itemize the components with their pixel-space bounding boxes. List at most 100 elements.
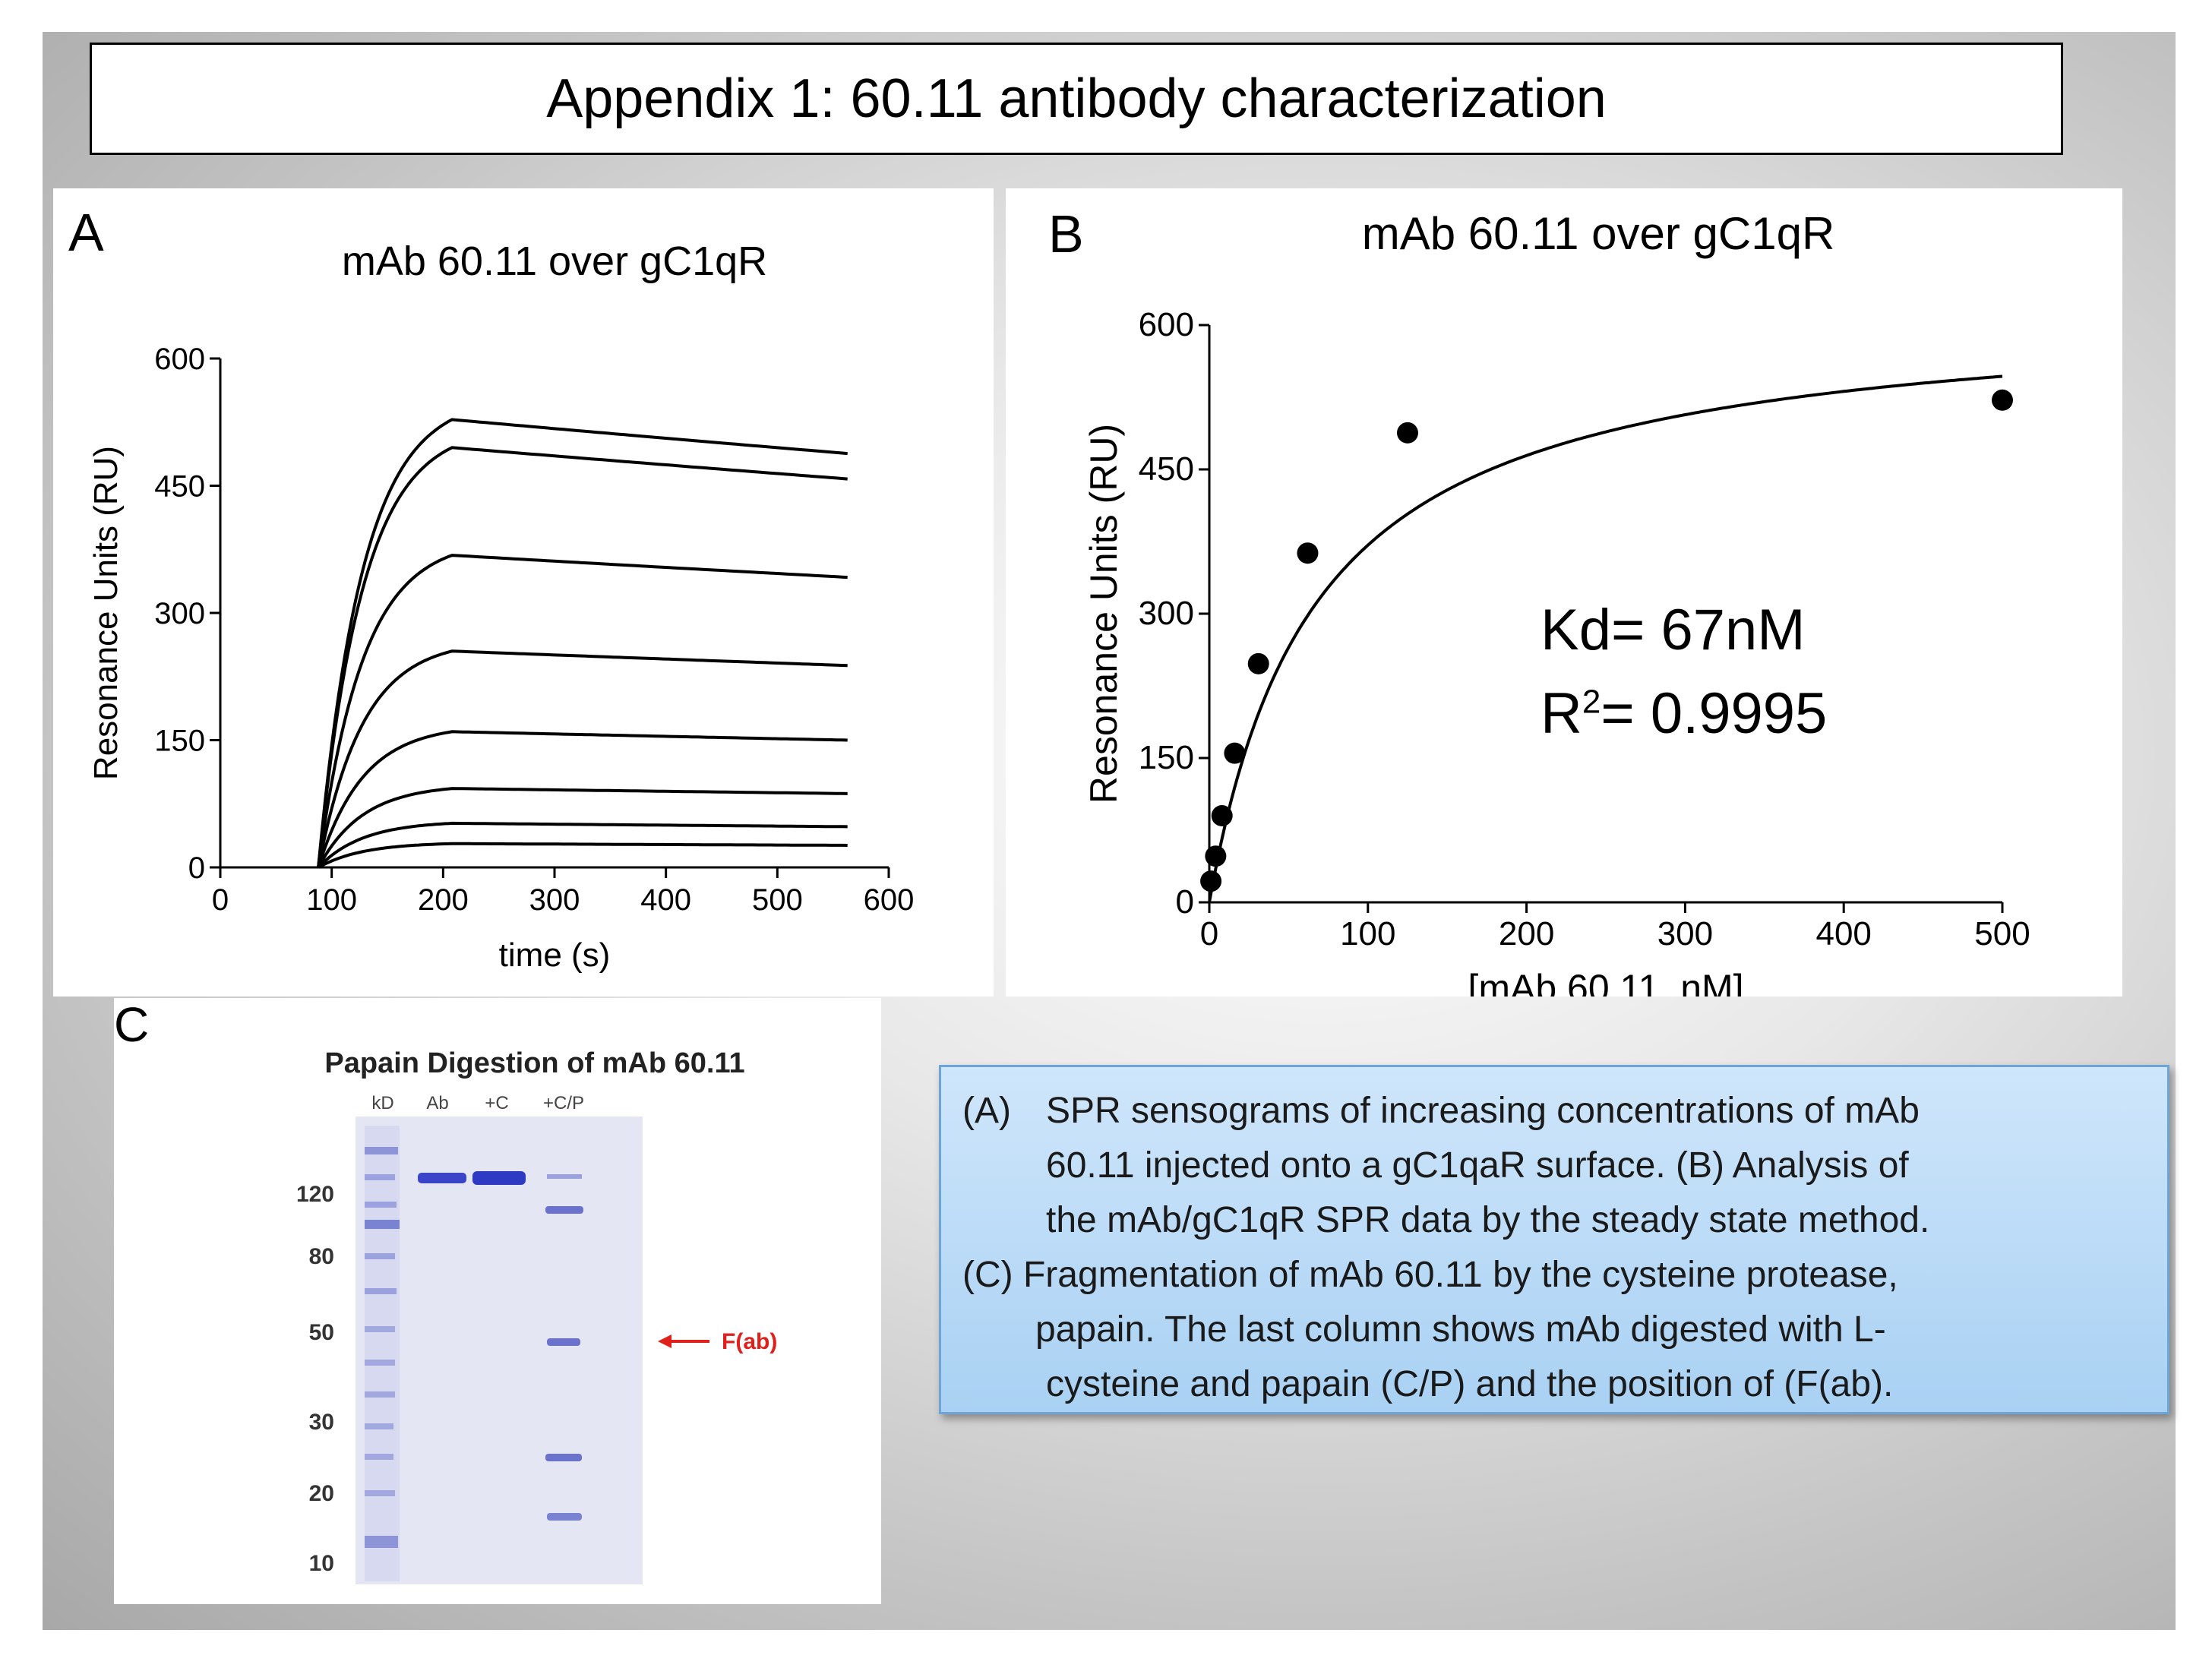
sensogram-curve-1: [317, 418, 848, 868]
chart-a-y-tick-label: 450: [154, 470, 205, 504]
sensogram-curve-4: [317, 649, 848, 868]
gel-lane-label-cp: +C/P: [543, 1093, 584, 1113]
panel-b: B mAb 60.11 over gC1qR 0 150 300 450 600 0 100 2…: [1006, 188, 2122, 997]
sensogram-curve-6: [317, 787, 848, 868]
slide-background: Appendix 1: 60.11 antibody characterizat…: [43, 32, 2176, 1630]
chart-b-x-tick-label: 400: [1815, 915, 1871, 952]
caption-a-line-2: 60.11 injected onto a gC1qaR surface. (B…: [1046, 1145, 1909, 1186]
caption-box: (A) SPR sensograms of increasing concentr…: [939, 1065, 2169, 1414]
ladder-band: [365, 1490, 395, 1496]
gel-lane-label-kd: kD: [371, 1093, 393, 1113]
data-point: [1992, 389, 2013, 411]
fab-arrow-label: F(ab): [722, 1329, 777, 1354]
gel-marker-120: 120: [296, 1182, 334, 1207]
panel-a-letter: A: [68, 203, 104, 262]
sensogram-chart: mAb 60.11 over gC1qR 0 150 300 450 600 0 100 200…: [87, 238, 915, 974]
gel-marker-10: 10: [309, 1551, 334, 1576]
data-point: [1211, 805, 1233, 826]
chart-a-x-tick-label: 500: [752, 883, 803, 917]
binding-curve-chart: mAb 60.11 over gC1qR 0 150 300 450 600 0 100 200…: [1082, 208, 2030, 997]
chart-b-x-tick-label: 0: [1200, 915, 1218, 952]
gel-image: Papain Digestion of mAb 60.11 kD Ab +C +…: [296, 1047, 777, 1584]
caption-a-label: (A): [962, 1091, 1011, 1131]
panel-a: A mAb 60.11 over gC1qR 0 150 300 450 600 0 100 2…: [53, 188, 994, 997]
fab-arrow-head: [658, 1334, 672, 1348]
chart-a-x-tick-label: 600: [864, 883, 915, 917]
data-point: [1247, 652, 1269, 674]
panel-c: C Papain Digestion of mAb 60.11 kD Ab +C…: [114, 997, 881, 1604]
chart-b-x-label: [mAb 60.11, nM]: [1468, 967, 1743, 997]
sensogram-curve-2: [317, 446, 848, 868]
chart-b-y-tick-label: 450: [1139, 450, 1194, 488]
chart-a-y-tick-label: 300: [154, 597, 205, 630]
band-c-heavy: [472, 1171, 526, 1185]
gel-lane-label-c: +C: [485, 1093, 508, 1113]
chart-a-x-tick-label: 0: [212, 883, 229, 917]
chart-b-y-label: Resonance Units (RU): [1082, 424, 1125, 804]
panel-b-letter: B: [1048, 204, 1084, 264]
data-point: [1397, 422, 1418, 444]
ladder-band: [365, 1253, 395, 1259]
r2-superscript: 2: [1582, 683, 1601, 721]
chart-a-y-tick-label: 0: [188, 851, 205, 885]
gel-marker-50: 50: [309, 1320, 334, 1345]
kd-annotation: Kd= 67nM: [1540, 598, 1806, 662]
data-point: [1205, 845, 1227, 867]
caption-a-text-1: SPR sensograms of increasing concentrati…: [1046, 1091, 1920, 1131]
chart-b-y-tick-label: 0: [1176, 883, 1194, 921]
ladder-band: [365, 1454, 393, 1460]
caption-a-line-1: (A) SPR sensograms of increasing concentr…: [962, 1084, 2152, 1139]
caption-c-line-3: cysteine and papain (C/P) and the positi…: [1046, 1364, 1894, 1404]
chart-b-y-tick-label: 300: [1139, 595, 1194, 632]
chart-a-y-tick-label: 150: [154, 725, 205, 758]
gel-marker-30: 30: [309, 1410, 334, 1435]
ladder-smear: [365, 1126, 400, 1581]
r2-annotation: R2= 0.9995: [1540, 681, 1827, 747]
ladder-band: [365, 1536, 398, 1548]
chart-b-x-tick-label: 100: [1340, 915, 1395, 952]
caption-a-line-3: the mAb/gC1qR SPR data by the steady sta…: [1046, 1200, 1930, 1240]
ladder-band: [365, 1360, 395, 1366]
gel-title: Papain Digestion of mAb 60.11: [324, 1047, 744, 1079]
data-point: [1224, 742, 1246, 764]
chart-a-y-label: Resonance Units (RU): [87, 446, 125, 780]
band-cp-top: [547, 1174, 582, 1179]
data-point: [1200, 870, 1222, 892]
ladder-bands: [365, 1147, 400, 1548]
ladder-band: [365, 1202, 397, 1208]
sensogram-curve-8: [318, 842, 848, 869]
ladder-band: [365, 1423, 393, 1429]
panel-c-letter: C: [114, 997, 150, 1052]
band-cp-fab: [547, 1338, 580, 1346]
ladder-band: [365, 1326, 395, 1332]
chart-b-x-tick-label: 200: [1499, 915, 1554, 952]
sensogram-curve-5: [317, 730, 848, 868]
band-ab-heavy: [418, 1173, 466, 1183]
sensogram-curve-3: [317, 554, 848, 868]
chart-b-x-tick-label: 300: [1657, 915, 1713, 952]
gel-lane-label-ab: Ab: [426, 1093, 448, 1113]
ladder-band: [365, 1147, 398, 1154]
gel-marker-80: 80: [309, 1244, 334, 1269]
band-cp-30: [545, 1454, 582, 1461]
chart-a-x-tick-label: 200: [418, 883, 469, 917]
r2-prefix: R: [1540, 681, 1582, 746]
slide-title: Appendix 1: 60.11 antibody characterizat…: [90, 43, 2063, 155]
chart-b-y-tick-label: 150: [1139, 739, 1194, 776]
data-point: [1297, 542, 1319, 564]
fit-curve: [1208, 374, 2003, 903]
caption-c-line-1: (C) Fragmentation of mAb 60.11 by the cy…: [962, 1255, 1898, 1295]
chart-a-x-tick-label: 100: [306, 883, 357, 917]
gel-marker-20: 20: [309, 1481, 334, 1506]
chart-b-x-tick-label: 500: [1974, 915, 2030, 952]
caption-c-line-2: papain. The last column shows mAb digest…: [1035, 1309, 1886, 1350]
r2-value: = 0.9995: [1601, 681, 1828, 746]
band-cp-20: [547, 1513, 582, 1521]
ladder-band: [365, 1220, 400, 1229]
ladder-band: [365, 1288, 397, 1294]
chart-a-y-tick-label: 600: [154, 343, 205, 376]
chart-a-x-tick-label: 300: [529, 883, 580, 917]
chart-a-x-tick-label: 400: [640, 883, 691, 917]
gel-body: [356, 1117, 643, 1584]
sensogram-curve-7: [317, 821, 848, 869]
